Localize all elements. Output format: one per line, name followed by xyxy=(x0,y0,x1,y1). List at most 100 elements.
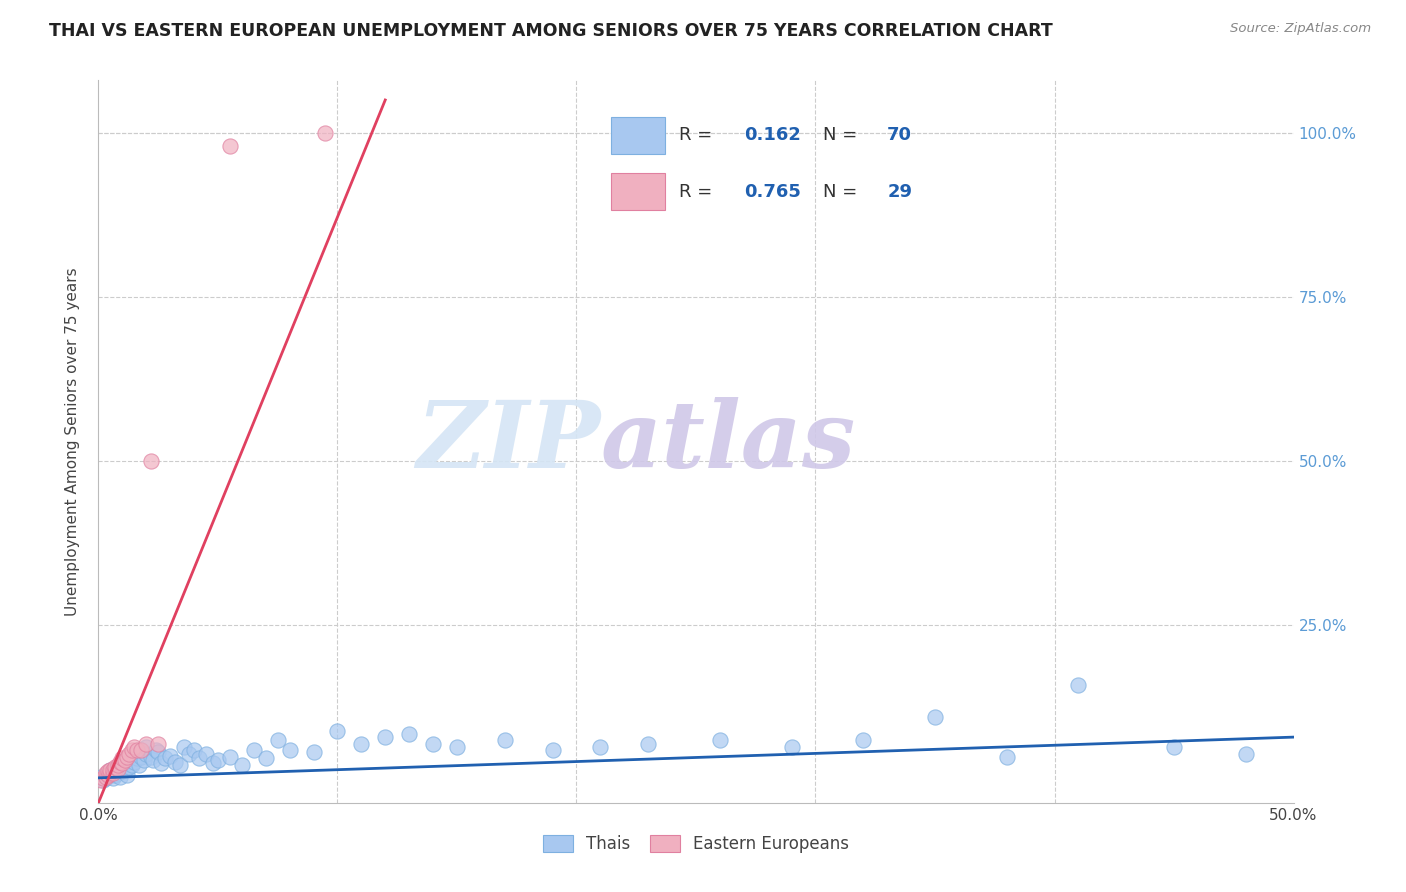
Point xyxy=(1234,747,1257,761)
Point xyxy=(145,743,167,757)
Point xyxy=(326,723,349,738)
Point xyxy=(163,755,186,769)
Point xyxy=(97,764,120,779)
Point xyxy=(202,756,225,771)
Point xyxy=(107,762,129,776)
Point xyxy=(187,751,209,765)
Point xyxy=(125,743,148,757)
Legend: Thais, Eastern Europeans: Thais, Eastern Europeans xyxy=(536,828,856,860)
Point xyxy=(637,737,659,751)
Point xyxy=(995,749,1018,764)
Point xyxy=(125,751,148,765)
Point xyxy=(1067,677,1090,691)
Point xyxy=(98,763,122,777)
Point xyxy=(94,770,117,784)
Point xyxy=(494,733,516,747)
Point xyxy=(173,739,195,754)
Point xyxy=(108,770,131,784)
Point xyxy=(231,757,253,772)
Point xyxy=(115,768,138,782)
Point xyxy=(135,747,157,761)
Point xyxy=(207,753,229,767)
Point xyxy=(350,737,373,751)
Point xyxy=(124,755,146,769)
Point xyxy=(924,710,946,724)
Point xyxy=(267,733,290,747)
Point xyxy=(398,727,420,741)
Point xyxy=(148,737,170,751)
Point xyxy=(111,751,134,765)
Point xyxy=(111,764,134,779)
Point xyxy=(118,753,141,767)
Point xyxy=(118,747,141,761)
Point xyxy=(169,757,191,772)
Point xyxy=(124,739,146,754)
Point xyxy=(128,757,150,772)
Point xyxy=(243,743,266,757)
Point xyxy=(780,739,803,754)
Point xyxy=(132,753,155,767)
Point xyxy=(108,755,131,769)
Text: THAI VS EASTERN EUROPEAN UNEMPLOYMENT AMONG SENIORS OVER 75 YEARS CORRELATION CH: THAI VS EASTERN EUROPEAN UNEMPLOYMENT AM… xyxy=(49,22,1053,40)
Point xyxy=(101,766,124,780)
Point xyxy=(159,748,181,763)
Point xyxy=(91,772,114,787)
Point xyxy=(422,737,444,751)
Point xyxy=(107,757,129,772)
Point xyxy=(149,756,172,771)
Point xyxy=(131,749,153,764)
Point xyxy=(104,760,127,774)
Point xyxy=(97,768,120,782)
Point xyxy=(155,751,177,765)
Point xyxy=(709,733,731,747)
Point xyxy=(219,139,242,153)
Point xyxy=(90,772,112,787)
Point xyxy=(90,770,112,784)
Point xyxy=(114,753,136,767)
Point xyxy=(101,771,124,785)
Point xyxy=(121,743,143,757)
Point xyxy=(104,764,127,779)
Point xyxy=(131,743,153,757)
Point xyxy=(114,763,136,777)
Point xyxy=(1163,739,1185,754)
Point xyxy=(315,126,337,140)
Point xyxy=(104,768,127,782)
Point xyxy=(148,745,170,759)
Point xyxy=(97,768,120,782)
Point xyxy=(124,747,146,761)
Point xyxy=(183,743,205,757)
Point xyxy=(195,747,218,761)
Point xyxy=(98,766,122,780)
Point xyxy=(121,757,143,772)
Point xyxy=(219,749,242,764)
Point xyxy=(852,733,875,747)
Text: atlas: atlas xyxy=(600,397,856,486)
Point xyxy=(94,771,117,785)
Point xyxy=(135,737,157,751)
Point xyxy=(111,756,134,771)
Point xyxy=(118,760,141,774)
Point xyxy=(115,749,138,764)
Point xyxy=(446,739,468,754)
Point xyxy=(111,760,134,774)
Point xyxy=(302,745,325,759)
Point xyxy=(135,739,157,754)
Point xyxy=(142,753,165,767)
Point xyxy=(98,766,122,780)
Text: Source: ZipAtlas.com: Source: ZipAtlas.com xyxy=(1230,22,1371,36)
Point xyxy=(278,743,301,757)
Point xyxy=(115,756,138,771)
Point xyxy=(98,763,122,777)
Point xyxy=(541,743,564,757)
Point xyxy=(139,454,162,468)
Text: ZIP: ZIP xyxy=(416,397,600,486)
Point xyxy=(179,747,201,761)
Point xyxy=(254,751,277,765)
Point xyxy=(94,766,117,780)
Point xyxy=(107,766,129,780)
Point xyxy=(101,763,124,777)
Point xyxy=(139,749,162,764)
Point xyxy=(131,743,153,757)
Y-axis label: Unemployment Among Seniors over 75 years: Unemployment Among Seniors over 75 years xyxy=(65,268,80,615)
